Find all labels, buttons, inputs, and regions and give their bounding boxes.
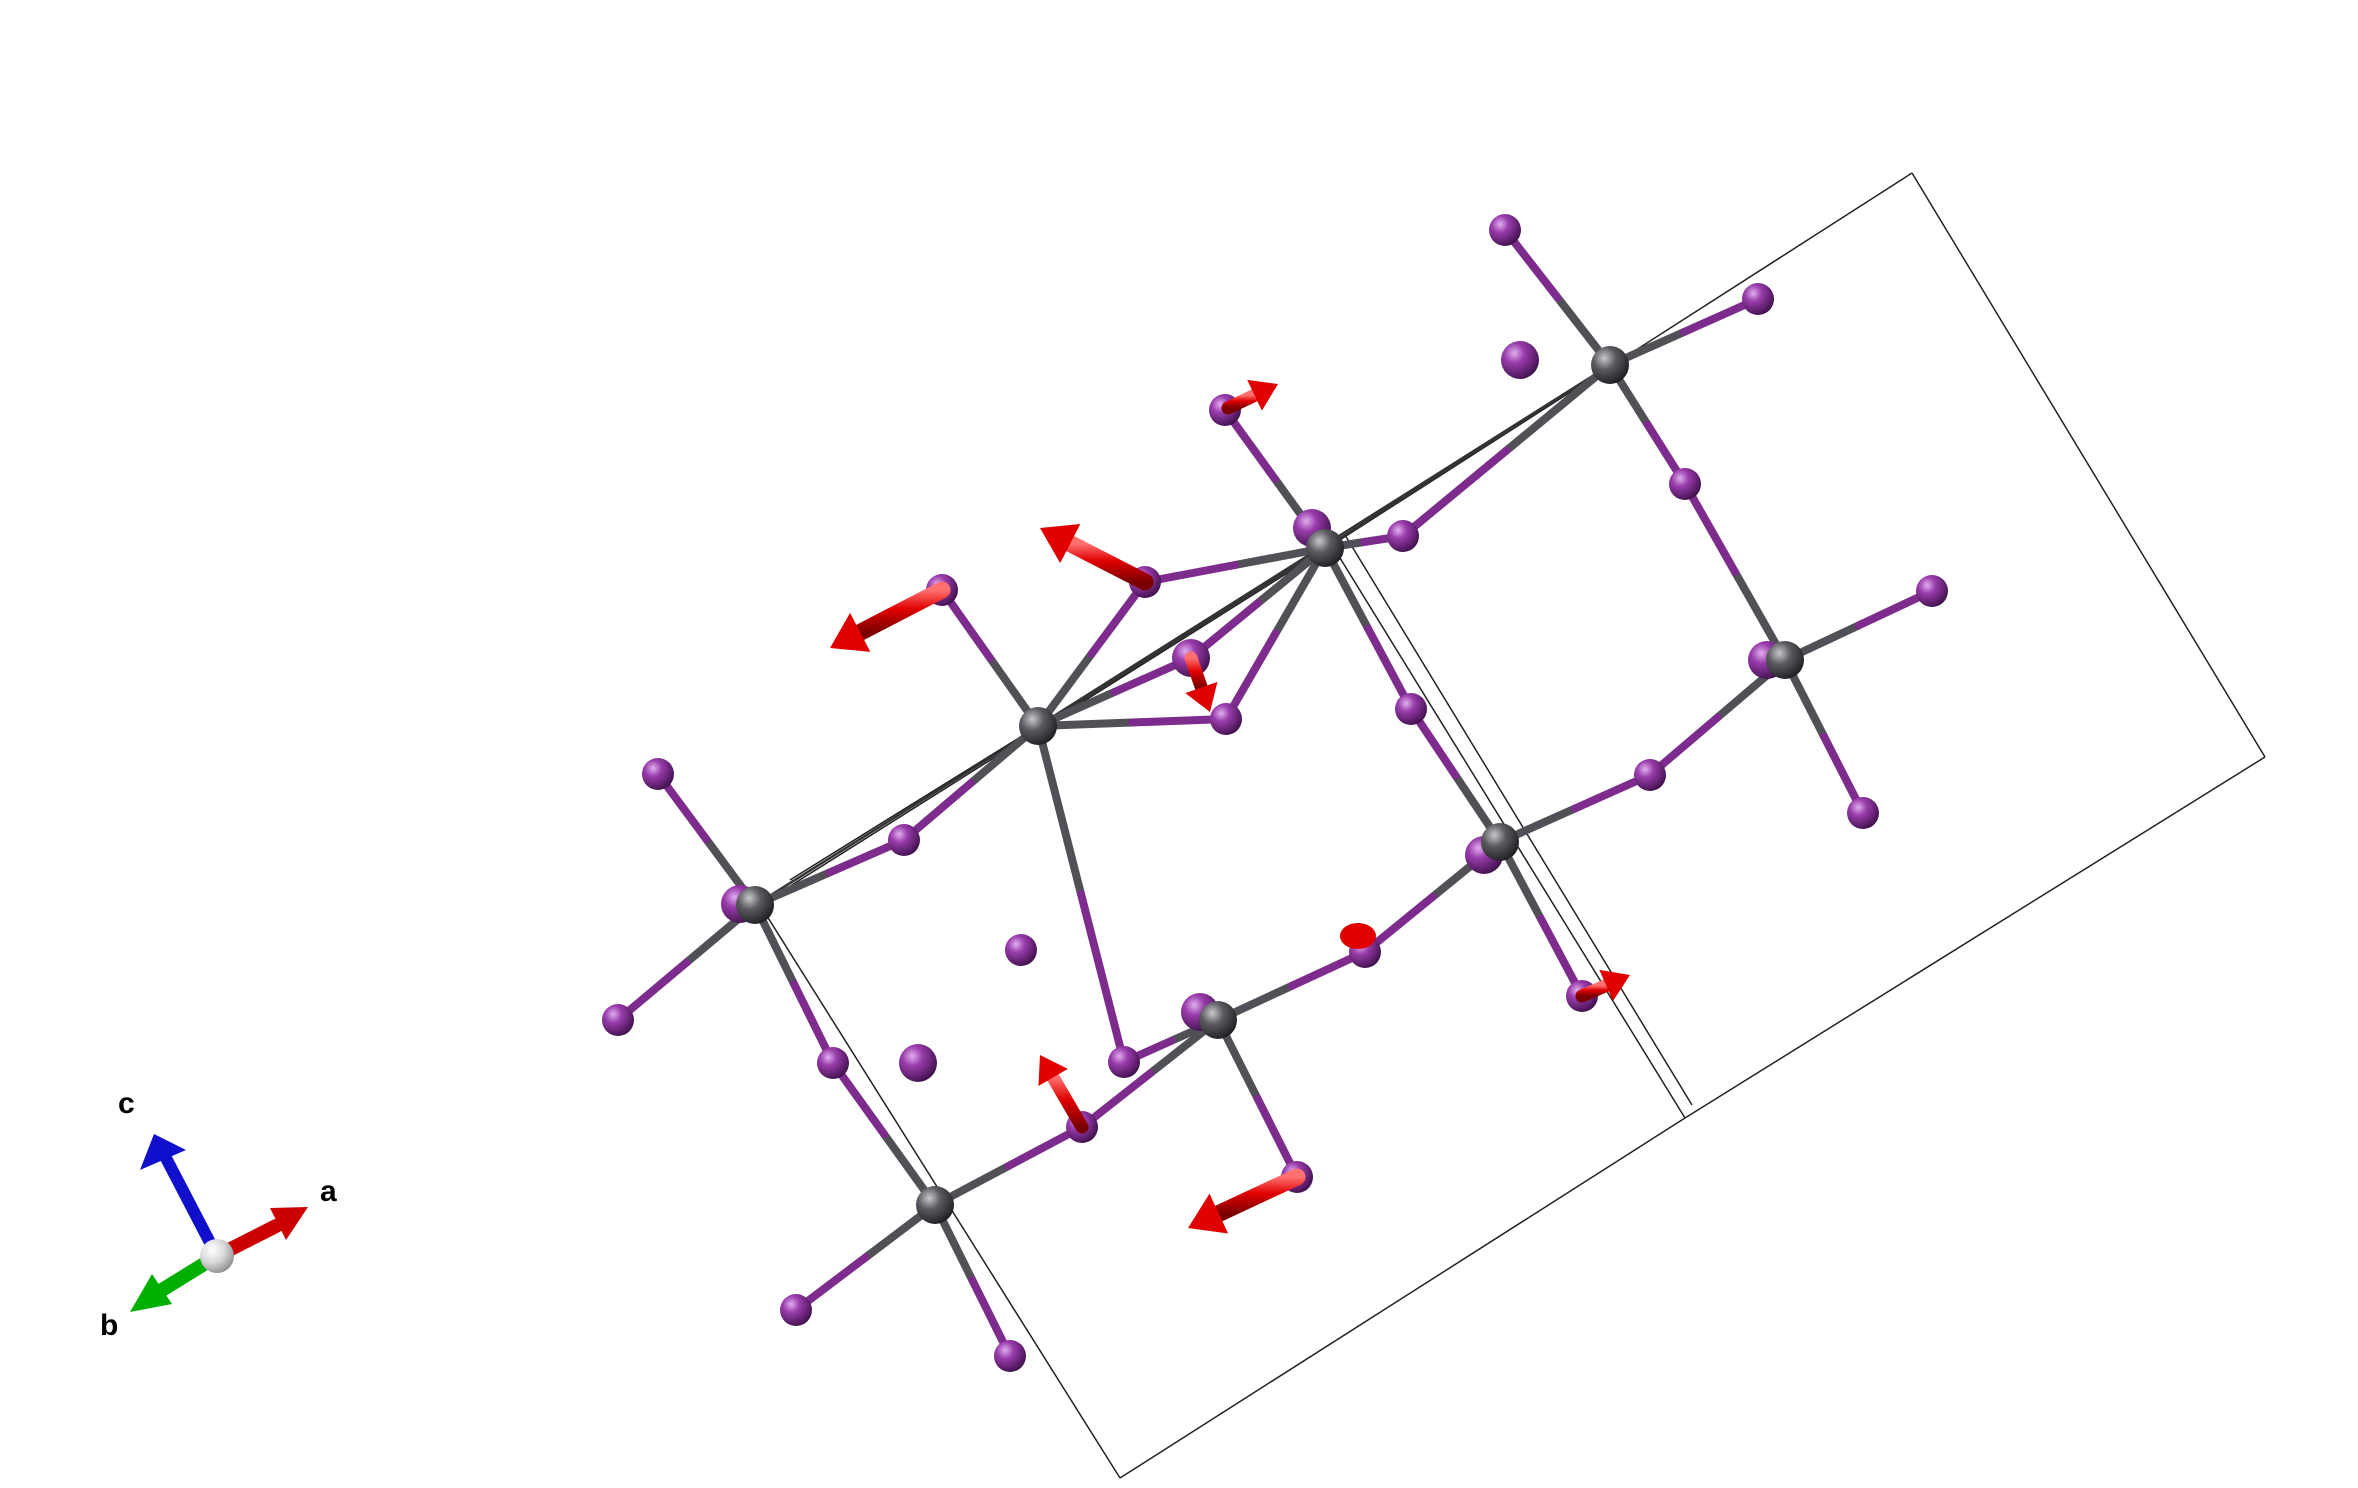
gray-atom	[916, 1186, 954, 1224]
displacement-arrow-stub-icon	[1340, 923, 1376, 949]
gray-atom	[736, 886, 774, 924]
displacement-arrow-head-icon	[1188, 1193, 1229, 1234]
purple-atom	[780, 1294, 812, 1326]
gray-atom	[1306, 529, 1344, 567]
atoms	[602, 214, 1948, 1372]
displacement-arrow-shaft	[1210, 1168, 1306, 1223]
bond-half-gray	[1502, 361, 1614, 455]
displacement-arrow-head-icon	[1185, 681, 1218, 712]
bond-half-purple	[1681, 480, 1739, 576]
bond-half-purple	[1222, 629, 1280, 723]
gray-atom	[1481, 823, 1519, 861]
contact-line	[1324, 363, 1611, 550]
displacement-arrow-head-icon	[1038, 1055, 1068, 1087]
bond-half-purple	[1399, 446, 1511, 540]
purple-atom	[1742, 283, 1774, 315]
purple-atom	[1210, 703, 1242, 735]
displacement-arrow-head-icon	[1040, 523, 1081, 564]
purple-atom	[817, 1047, 849, 1079]
purple-atom	[1669, 468, 1701, 500]
gray-atom	[1199, 1001, 1237, 1039]
unit-cell-edge	[1344, 534, 1693, 1106]
unit-cell-edge	[1119, 1117, 1686, 1479]
displacement-arrow-shaft	[1046, 1070, 1089, 1134]
displacement-arrow-head-icon	[1599, 969, 1630, 1001]
displacement-arrows	[830, 379, 1630, 1234]
bond-half-gray	[1034, 722, 1085, 898]
c-axis-shaft	[160, 1152, 223, 1262]
purple-atom	[1108, 1046, 1140, 1078]
purple-atom	[899, 1044, 937, 1082]
purple-atom	[1395, 693, 1427, 725]
purple-atom	[994, 1340, 1026, 1372]
axis-label-a: a	[320, 1175, 337, 1208]
purple-atom	[642, 758, 674, 790]
displacement-arrow-shaft	[1061, 535, 1154, 591]
axis-label-c: c	[118, 1087, 135, 1120]
purple-atom	[888, 824, 920, 856]
gray-atom	[1591, 346, 1629, 384]
gray-atom	[1766, 641, 1804, 679]
purple-atom	[1387, 520, 1419, 552]
purple-atom	[602, 1004, 634, 1036]
b-axis-head-icon	[130, 1274, 172, 1312]
unit-cell-edge	[1684, 756, 2266, 1119]
purple-atom	[1847, 797, 1879, 829]
unit-cell-edge	[1911, 172, 2266, 758]
axis-label-b: b	[100, 1309, 118, 1342]
c-axis-head-icon	[140, 1134, 186, 1170]
purple-atom	[1634, 759, 1666, 791]
a-axis-head-icon	[270, 1207, 308, 1240]
displacement-arrow-head-icon	[1247, 379, 1278, 411]
axis-triad: c a b	[100, 1087, 337, 1342]
purple-atom	[1489, 214, 1521, 246]
axis-origin-icon	[200, 1239, 234, 1273]
displacement-arrow-shaft	[1221, 388, 1262, 415]
purple-atom	[1005, 934, 1037, 966]
displacement-arrow-shaft	[1184, 651, 1208, 694]
displacement-arrow-shaft	[1575, 978, 1613, 1003]
long-contact-lines	[754, 363, 1611, 907]
displacement-arrow-head-icon	[830, 612, 871, 652]
purple-atom	[1501, 341, 1539, 379]
displacement-arrow-shaft	[851, 581, 951, 641]
purple-atom	[1916, 575, 1948, 607]
bond-half-purple	[1077, 890, 1128, 1066]
gray-atom	[1019, 707, 1057, 745]
